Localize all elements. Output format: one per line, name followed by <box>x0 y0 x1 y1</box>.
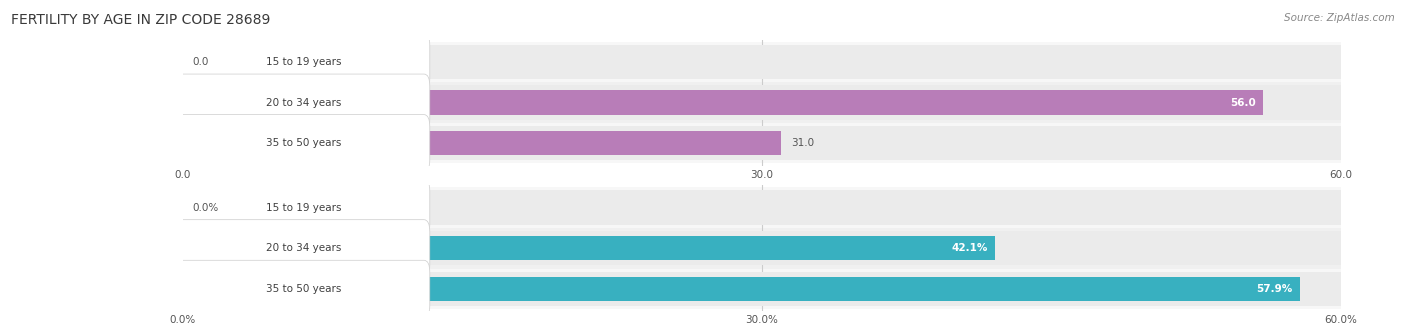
FancyBboxPatch shape <box>177 179 430 236</box>
FancyBboxPatch shape <box>177 220 430 277</box>
Bar <box>183 271 1341 306</box>
Text: 0.0: 0.0 <box>193 57 209 67</box>
Text: 15 to 19 years: 15 to 19 years <box>266 203 342 213</box>
Bar <box>183 131 780 155</box>
Text: 56.0: 56.0 <box>1230 98 1256 108</box>
Bar <box>183 187 1341 228</box>
Bar <box>183 277 1301 301</box>
Text: 0.0%: 0.0% <box>193 203 219 213</box>
Bar <box>183 42 1341 82</box>
Bar <box>183 123 1341 164</box>
Text: Source: ZipAtlas.com: Source: ZipAtlas.com <box>1284 13 1395 23</box>
Bar <box>183 90 1264 115</box>
Text: 31.0: 31.0 <box>790 138 814 148</box>
Text: 57.9%: 57.9% <box>1256 284 1292 294</box>
Text: FERTILITY BY AGE IN ZIP CODE 28689: FERTILITY BY AGE IN ZIP CODE 28689 <box>11 13 270 27</box>
Bar <box>183 268 1341 309</box>
Text: 15 to 19 years: 15 to 19 years <box>266 57 342 67</box>
Text: 35 to 50 years: 35 to 50 years <box>266 284 342 294</box>
Bar <box>183 126 1341 161</box>
Bar <box>183 236 995 260</box>
Text: 42.1%: 42.1% <box>950 243 987 253</box>
Bar <box>183 85 1341 120</box>
Bar <box>183 45 1341 79</box>
Text: 20 to 34 years: 20 to 34 years <box>266 243 342 253</box>
FancyBboxPatch shape <box>177 115 430 172</box>
Text: 35 to 50 years: 35 to 50 years <box>266 138 342 148</box>
FancyBboxPatch shape <box>177 33 430 91</box>
Bar <box>183 231 1341 265</box>
Text: 20 to 34 years: 20 to 34 years <box>266 98 342 108</box>
FancyBboxPatch shape <box>177 260 430 317</box>
Bar <box>183 82 1341 123</box>
FancyBboxPatch shape <box>177 74 430 131</box>
Bar <box>183 228 1341 268</box>
Bar <box>183 190 1341 225</box>
